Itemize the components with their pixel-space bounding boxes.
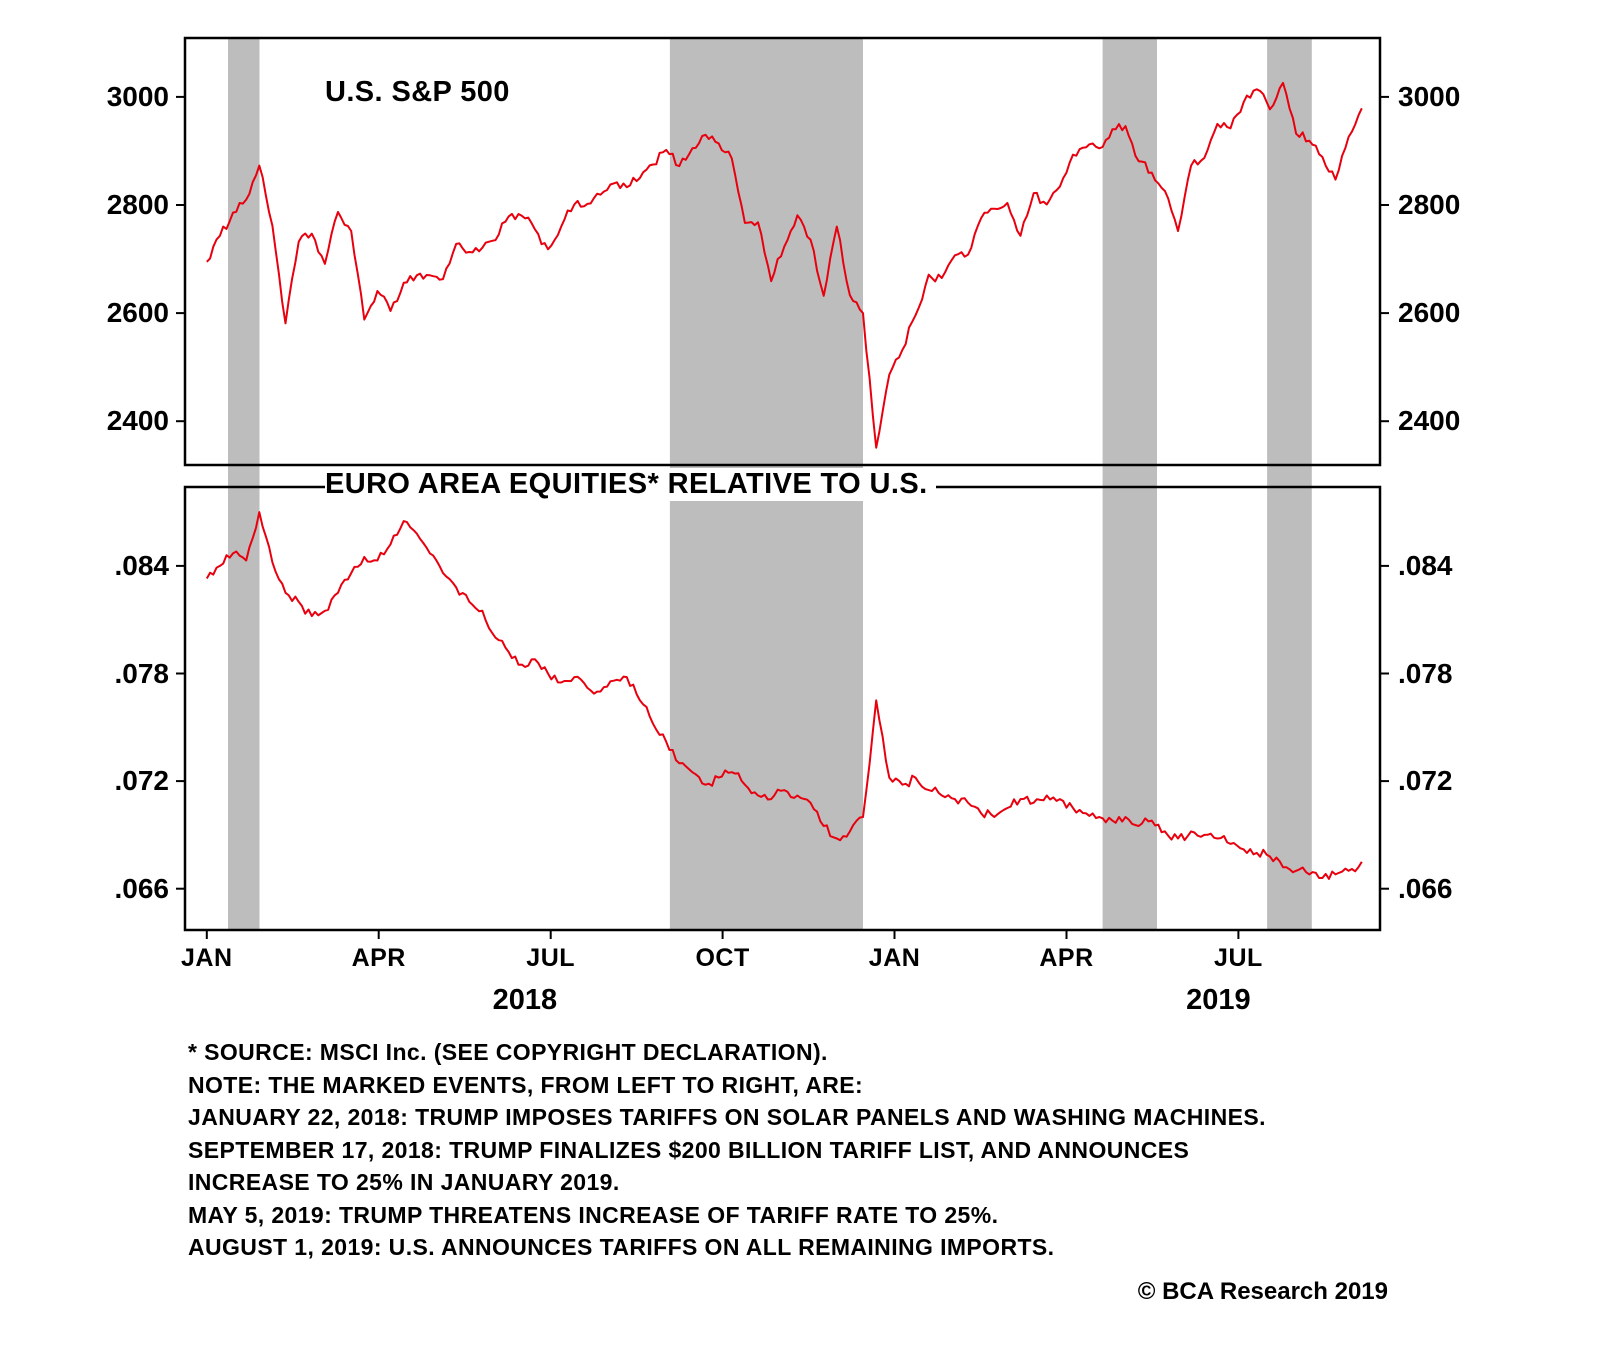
sp500-panel-frame <box>183 36 1382 467</box>
y-tick-label-left: .084 <box>114 549 170 581</box>
euro-rel-series-line <box>205 511 1363 880</box>
y-tick-label-right: .084 <box>1398 549 1453 581</box>
event-band <box>1267 38 1312 930</box>
footnote-line: * SOURCE: MSCI Inc. (SEE COPYRIGHT DECLA… <box>188 1039 828 1065</box>
y-tick-label-right: 2400 <box>1398 405 1461 437</box>
event-band <box>228 38 260 930</box>
x-tick-label: JAN <box>868 944 921 972</box>
footnote-line: JANUARY 22, 2018: TRUMP IMPOSES TARIFFS … <box>188 1104 1266 1130</box>
y-tick-label-left: 3000 <box>106 80 169 112</box>
sp500-series-line <box>206 81 1363 449</box>
y-tick-label-left: .072 <box>114 765 170 797</box>
footnote-line: AUGUST 1, 2019: U.S. ANNOUNCES TARIFFS O… <box>188 1234 1055 1260</box>
footnote-line: SEPTEMBER 17, 2018: TRUMP FINALIZES $200… <box>188 1136 1190 1163</box>
footnotes-block: * SOURCE: MSCI Inc. (SEE COPYRIGHT DECLA… <box>188 1036 1266 1264</box>
x-tick-label: JUL <box>1214 944 1263 972</box>
copyright-label: © BCA Research 2019 <box>1137 1278 1388 1305</box>
y-tick-label-right: 2800 <box>1398 189 1461 221</box>
y-tick-label-left: 2600 <box>106 297 169 329</box>
y-tick-label-right: 2600 <box>1398 297 1461 329</box>
y-tick-label-right: .072 <box>1398 765 1453 797</box>
year-label: 2019 <box>1186 984 1251 1016</box>
y-tick-label-left: .066 <box>114 872 170 904</box>
x-tick-label: OCT <box>695 944 750 972</box>
y-tick-label-right: .066 <box>1398 872 1453 904</box>
footnote-line: MAY 5, 2019: TRUMP THREATENS INCREASE OF… <box>188 1201 999 1228</box>
y-tick-label-left: .078 <box>114 657 170 689</box>
footnote-line: INCREASE TO 25% IN JANUARY 2019. <box>188 1169 620 1195</box>
y-tick-label-left: 2400 <box>106 405 169 437</box>
x-tick-label: JUL <box>526 944 576 972</box>
y-tick-label-right: .078 <box>1398 657 1453 689</box>
y-tick-label-right: 3000 <box>1398 80 1461 112</box>
x-tick-label: APR <box>1039 944 1094 972</box>
year-label: 2018 <box>492 984 558 1016</box>
footnote-line: NOTE: THE MARKED EVENTS, FROM LEFT TO RI… <box>188 1071 864 1098</box>
sp500-panel-title: U.S. S&P 500 <box>325 76 518 109</box>
euro-relative-panel-title: EURO AREA EQUITIES* RELATIVE TO U.S. <box>325 468 936 501</box>
y-tick-label-left: 2800 <box>106 189 169 221</box>
event-band <box>1102 38 1157 930</box>
x-tick-label: APR <box>351 944 406 972</box>
x-tick-label: JAN <box>181 944 233 972</box>
